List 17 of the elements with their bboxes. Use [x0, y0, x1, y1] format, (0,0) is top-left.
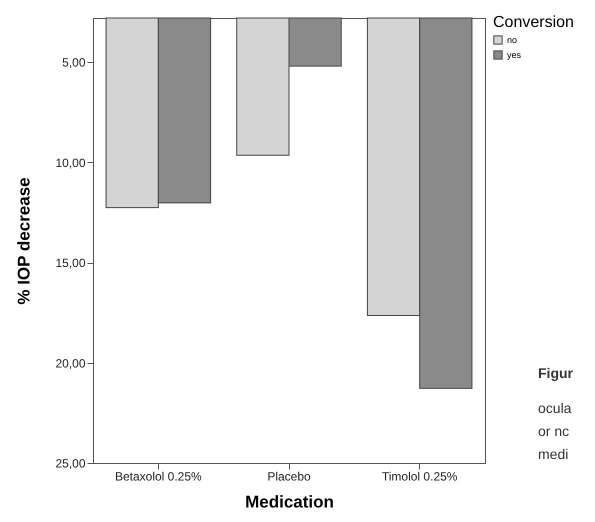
x-tick-label: Placebo	[267, 470, 312, 484]
x-tick-label: Betaxolol 0.25%	[114, 470, 202, 484]
y-tick-label: 10,00	[55, 156, 86, 170]
text: ocula	[538, 400, 572, 416]
text: medi	[538, 446, 568, 462]
x-axis-title: Medication	[245, 492, 334, 512]
y-tick-label: 5,00	[62, 56, 86, 70]
y-tick-label: 25,00	[55, 456, 86, 470]
y-tick-label: 15,00	[55, 256, 86, 270]
x-tick-label: Timolol 0.25%	[382, 470, 458, 484]
legend-title: Conversion	[493, 14, 574, 31]
legend-label: yes	[507, 50, 522, 60]
y-tick-label: 20,00	[55, 356, 86, 370]
text: or nc	[538, 423, 570, 439]
text: Figur	[538, 365, 574, 381]
legend-label: no	[507, 35, 518, 45]
y-axis-title: % IOP decrease	[14, 177, 34, 305]
